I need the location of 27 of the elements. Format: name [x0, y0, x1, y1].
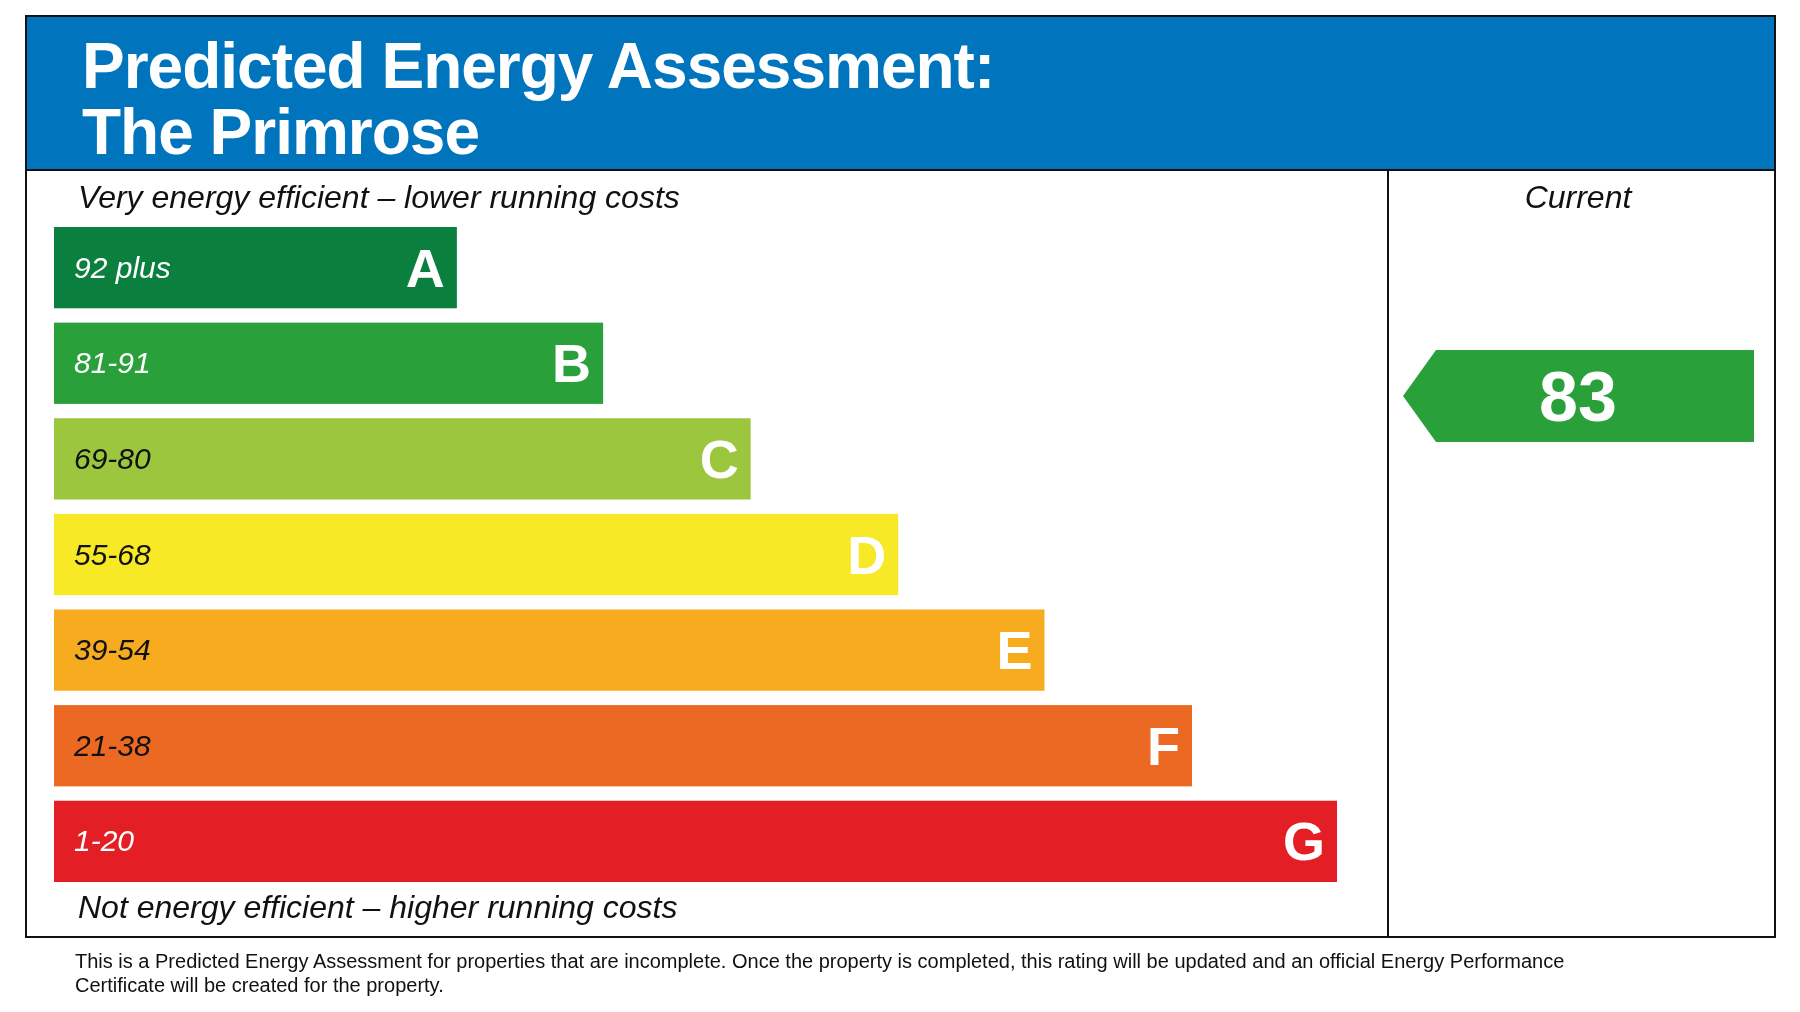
- text: Current: [1524, 179, 1633, 215]
- bar: [54, 800, 1337, 882]
- annotation: E: [996, 620, 1033, 681]
- y-tick-label: 39-54: [74, 633, 151, 667]
- bar: [54, 227, 457, 309]
- text: This is a Predicted Energy Assessment for properties that are incomplete. Once the property is completed, this rating will be updated and an official Energy Performance Certificate will be created for the property.: [75, 950, 1565, 996]
- text: Not energy efficient – higher running costs: [78, 889, 678, 925]
- y-tick-label: 92 plus: [74, 250, 171, 284]
- bar: [54, 322, 604, 404]
- text: Very energy efficient – lower running costs: [78, 179, 680, 215]
- annotation: D: [847, 524, 887, 585]
- bar: [54, 418, 751, 500]
- annotation: G: [1282, 811, 1325, 872]
- annotation: B: [552, 333, 592, 394]
- y-tick-label: 1-20: [74, 824, 135, 858]
- annotation: A: [405, 237, 445, 298]
- bar: [54, 609, 1045, 691]
- y-tick-label: 55-68: [74, 537, 152, 571]
- y-tick-label: 21-38: [73, 728, 152, 762]
- annotation: F: [1147, 715, 1181, 776]
- bar: [54, 705, 1193, 787]
- y-tick-label: 81-91: [74, 346, 151, 380]
- chart-title: Predicted Energy Assessment: The Primrose: [82, 30, 995, 168]
- annotation: C: [699, 428, 739, 489]
- bar: [54, 513, 899, 596]
- y-tick-label: 69-80: [74, 441, 152, 475]
- text: 83: [1539, 358, 1617, 436]
